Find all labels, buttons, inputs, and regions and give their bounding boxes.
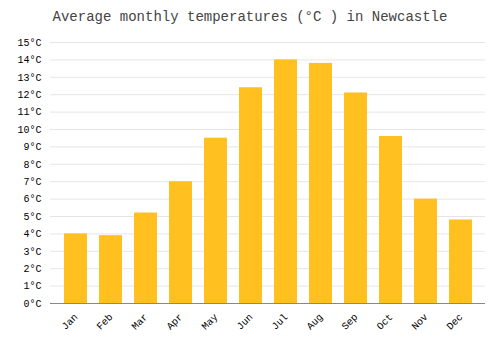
svg-text:8°C: 8°C [23, 160, 41, 171]
svg-text:1°C: 1°C [23, 281, 41, 292]
svg-text:2°C: 2°C [23, 264, 41, 275]
html-text:Average monthly temperatures (: Average monthly temperatures (°C ) in Ne… [52, 9, 448, 25]
svg-text:Dec: Dec [445, 312, 466, 333]
svg-text:7°C: 7°C [23, 177, 41, 188]
svg-text:Apr: Apr [165, 312, 186, 333]
svg-text:Jul: Jul [270, 312, 291, 333]
svg-text:4°C: 4°C [23, 229, 41, 240]
svg-text:Aug: Aug [305, 312, 326, 333]
svg-text:9°C: 9°C [23, 142, 41, 153]
svg-text:Mar: Mar [130, 312, 151, 333]
svg-text:Feb: Feb [95, 312, 116, 333]
svg-text:10°C: 10°C [17, 125, 41, 136]
svg-text:Oct: Oct [375, 312, 396, 333]
svg-text:12°C: 12°C [17, 90, 41, 101]
svg-text:Jun: Jun [235, 312, 256, 333]
svg-text:0°C: 0°C [23, 299, 41, 310]
svg-text:15°C: 15°C [17, 38, 41, 49]
svg-text:Jan: Jan [60, 312, 81, 333]
svg-text:11°C: 11°C [17, 107, 41, 118]
svg-text:Sep: Sep [340, 312, 361, 333]
svg-text:6°C: 6°C [23, 194, 41, 205]
svg-text:5°C: 5°C [23, 212, 41, 223]
svg-text:3°C: 3°C [23, 247, 41, 258]
svg-text:Nov: Nov [410, 312, 431, 333]
svg-text:13°C: 13°C [17, 73, 41, 84]
svg-text:May: May [200, 312, 221, 333]
svg-text:14°C: 14°C [17, 55, 41, 66]
